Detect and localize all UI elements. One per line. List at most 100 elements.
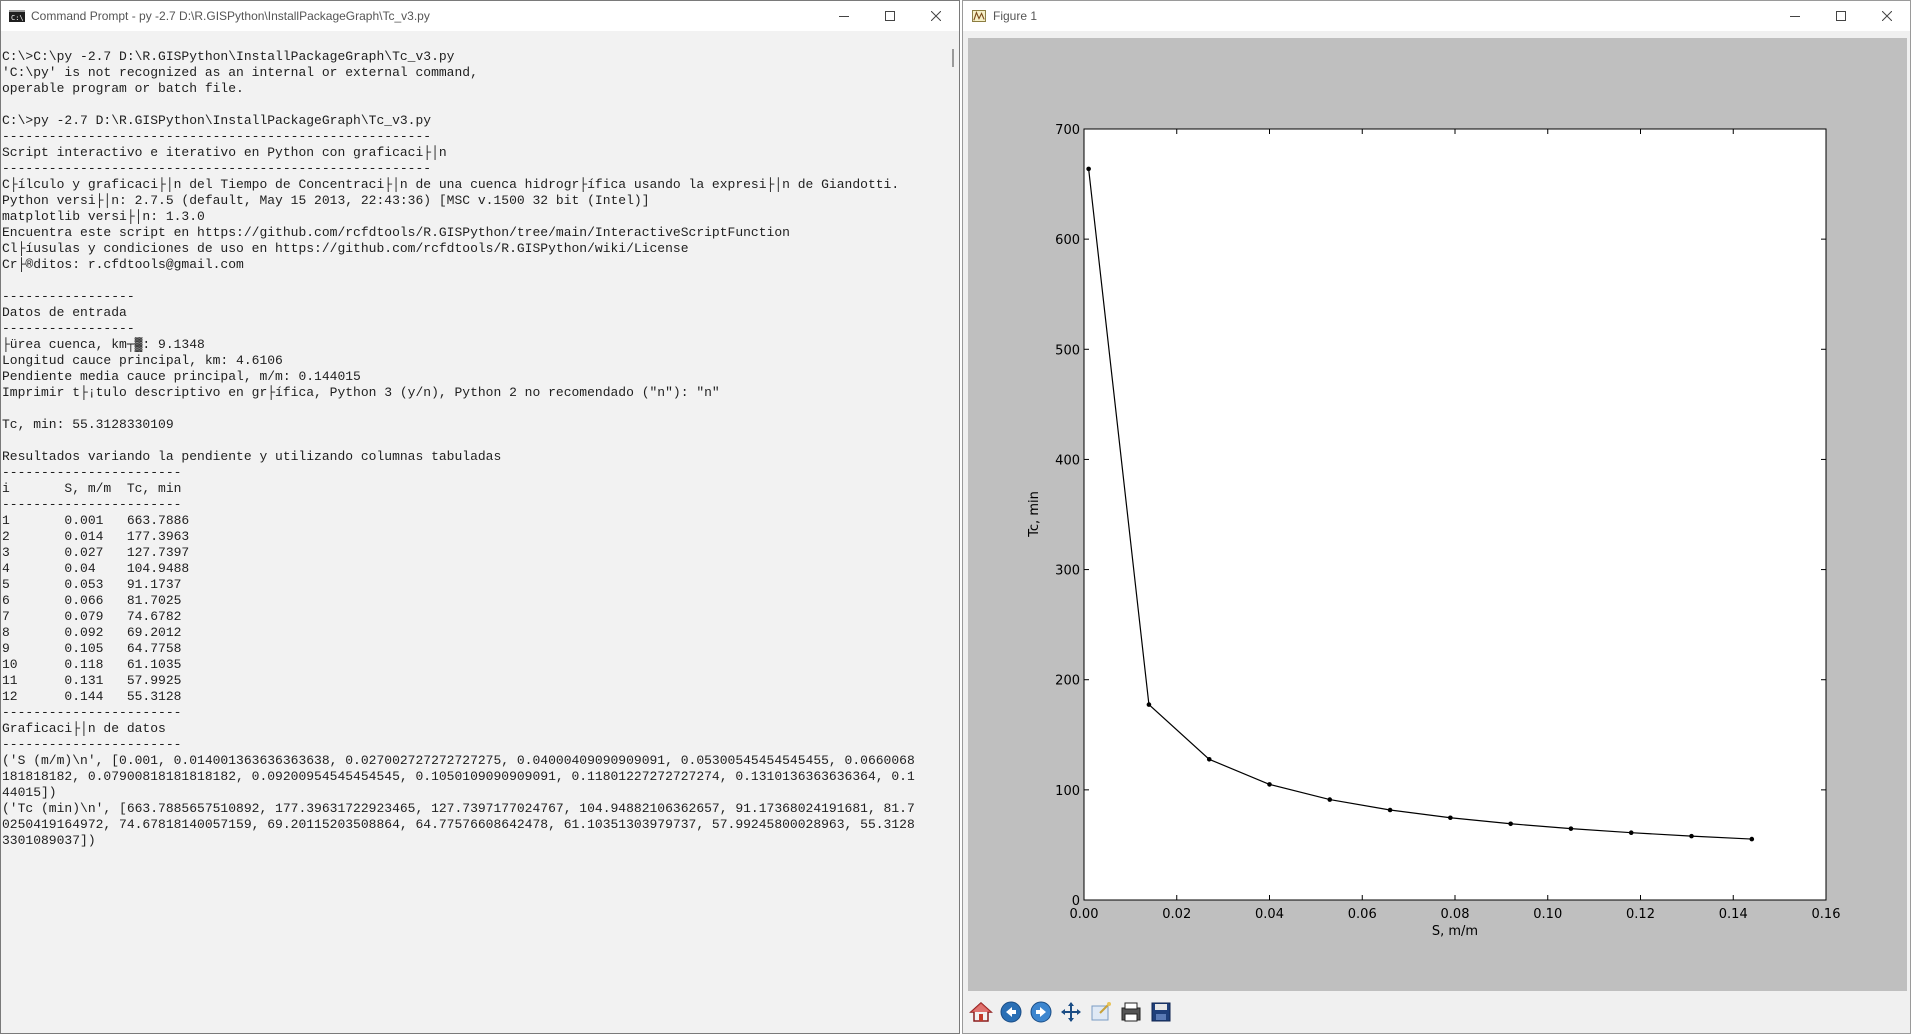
console-line: ('S (m/m)\n', [0.001, 0.0140013636363636… — [2, 753, 915, 768]
console-line: 44015]) — [2, 785, 57, 800]
cmd-window-title: Command Prompt - py -2.7 D:\R.GISPython\… — [31, 9, 430, 23]
console-line: ----------------------- — [2, 705, 182, 720]
scrollbar-thumb[interactable] — [952, 49, 954, 67]
plot-area — [1083, 128, 1827, 901]
console-line: 3 0.027 127.7397 — [2, 545, 190, 560]
save-icon — [1151, 1002, 1171, 1022]
console-line: ----------------- — [2, 289, 135, 304]
data-point[interactable] — [1267, 782, 1272, 787]
console-line: operable program or batch file. — [2, 81, 244, 96]
y-tick-label: 0 — [1072, 894, 1080, 909]
y-tick-label: 600 — [1055, 233, 1080, 248]
subplots-button[interactable] — [1118, 999, 1144, 1025]
maximize-button[interactable] — [867, 1, 913, 31]
data-point[interactable] — [1387, 807, 1393, 813]
y-tick-label: 300 — [1055, 564, 1080, 579]
y-tick-label: 200 — [1055, 674, 1080, 689]
console-line: ├ürea cuenca, km┬▓: 9.1348 — [2, 337, 205, 352]
console-line: Tc, min: 55.3128330109 — [2, 417, 174, 432]
data-point[interactable] — [1568, 826, 1574, 831]
console-line: C:\>C:\py -2.7 D:\R.GISPython\InstallPac… — [2, 49, 455, 64]
cmd-titlebar[interactable]: C:\ Command Prompt - py -2.7 D:\R.GISPyt… — [1, 1, 959, 31]
y-tick-label: 400 — [1055, 453, 1080, 468]
zoom-button[interactable] — [1088, 999, 1114, 1025]
x-tick-label: 0.00 — [1070, 907, 1099, 922]
console-line: 7 0.079 74.6782 — [2, 609, 182, 624]
console-output[interactable]: C:\>C:\py -2.7 D:\R.GISPython\InstallPac… — [1, 31, 949, 1033]
command-prompt-window[interactable]: C:\ Command Prompt - py -2.7 D:\R.GISPyt… — [0, 0, 960, 1034]
console-line: Cr├®ditos: r.cfdtools@gmail.com — [2, 257, 244, 272]
console-line: Imprimir t├¡tulo descriptivo en gr├ífica… — [2, 385, 720, 400]
console-line: 12 0.144 55.3128 — [2, 689, 182, 704]
data-point[interactable] — [1086, 166, 1091, 172]
figure-minimize-button[interactable] — [1772, 1, 1818, 31]
console-line: Script interactivo e iterativo en Python… — [2, 145, 447, 160]
forward-button[interactable] — [1028, 999, 1054, 1025]
data-point[interactable] — [1146, 702, 1152, 707]
console-line: 0250419164972, 74.67818140057159, 69.201… — [2, 817, 915, 832]
back-button[interactable] — [998, 999, 1024, 1025]
x-tick-label: 0.02 — [1162, 907, 1191, 922]
console-line: matplotlib versi├│n: 1.3.0 — [2, 209, 205, 224]
pan-button[interactable] — [1058, 999, 1084, 1025]
cmd-window-controls — [821, 1, 959, 31]
data-point[interactable] — [1689, 833, 1694, 839]
minimize-icon — [839, 16, 849, 17]
home-icon — [969, 1001, 993, 1022]
console-line: ('Tc (min)\n', [663.7885657510892, 177.3… — [2, 801, 915, 816]
data-point[interactable] — [1206, 757, 1212, 762]
console-line: 5 0.053 91.1737 — [2, 577, 182, 592]
console-line — [2, 433, 949, 449]
console-line: 6 0.066 81.7025 — [2, 593, 182, 608]
console-line: ----------------------- — [2, 465, 182, 480]
figure-toolbar — [968, 995, 1174, 1029]
console-line: Datos de entrada — [2, 305, 127, 320]
data-point[interactable] — [1448, 815, 1453, 821]
maximize-icon — [885, 11, 895, 21]
console-line: Python versi├│n: 2.7.5 (default, May 15 … — [2, 193, 650, 208]
home-button[interactable] — [968, 999, 994, 1025]
close-icon — [931, 11, 941, 21]
console-line: 181818182, 0.07900818181818182, 0.092009… — [2, 769, 915, 784]
console-line: ----------------------------------------… — [2, 129, 432, 144]
x-axis-label: S, m/m — [1432, 924, 1478, 939]
console-line: Resultados variando la pendiente y utili… — [2, 449, 502, 464]
console-scrollbar[interactable] — [947, 31, 959, 1033]
subplots-icon — [1121, 1002, 1141, 1022]
console-line: ----------------------- — [2, 497, 182, 512]
figure-maximize-button[interactable] — [1818, 1, 1864, 31]
figure-window[interactable]: Figure 1 0.00 0.02 0.04 0.06 0.08 0.10 0.12 0.1… — [962, 0, 1911, 1034]
x-tick-label: 0.04 — [1255, 907, 1284, 922]
y-axis-label: Tc, min — [1027, 491, 1042, 538]
console-line: Cl├íusulas y condiciones de uso en https… — [2, 241, 689, 256]
figure-window-title: Figure 1 — [993, 9, 1038, 23]
minimize-button[interactable] — [821, 1, 867, 31]
forward-icon — [1030, 1001, 1052, 1023]
minimize-icon — [1790, 16, 1800, 17]
console-line — [2, 273, 949, 289]
maximize-icon — [1836, 11, 1846, 21]
console-line: Encuentra este script en https://github.… — [2, 225, 790, 240]
line-chart[interactable]: 0.00 0.02 0.04 0.06 0.08 0.10 0.12 0.14 0.16 0 100… — [968, 38, 1907, 991]
console-line: Graficaci├│n de datos — [2, 721, 166, 736]
x-tick-label: 0.06 — [1348, 907, 1377, 922]
y-tick-label: 700 — [1055, 123, 1080, 138]
figure-close-button[interactable] — [1864, 1, 1910, 31]
figure-body: 0.00 0.02 0.04 0.06 0.08 0.10 0.12 0.14 0.16 0 100… — [963, 31, 1910, 1033]
series-line — [1088, 168, 1752, 840]
console-line: 2 0.014 177.3963 — [2, 529, 190, 544]
y-tick-label: 100 — [1055, 784, 1080, 799]
console-line: 10 0.118 61.1035 — [2, 657, 182, 672]
data-point[interactable] — [1628, 830, 1634, 835]
console-line: 8 0.092 69.2012 — [2, 625, 182, 640]
figure-canvas[interactable]: 0.00 0.02 0.04 0.06 0.08 0.10 0.12 0.14 0.16 0 100… — [968, 38, 1907, 991]
close-button[interactable] — [913, 1, 959, 31]
console-line: 3301089037]) — [2, 833, 96, 848]
save-button[interactable] — [1148, 999, 1174, 1025]
data-point[interactable] — [1327, 797, 1333, 802]
console-line: 1 0.001 663.7886 — [2, 513, 190, 528]
y-tick-label: 500 — [1055, 343, 1080, 358]
figure-titlebar[interactable]: Figure 1 — [963, 1, 1910, 31]
data-point[interactable] — [1749, 836, 1755, 842]
data-point[interactable] — [1508, 821, 1513, 827]
